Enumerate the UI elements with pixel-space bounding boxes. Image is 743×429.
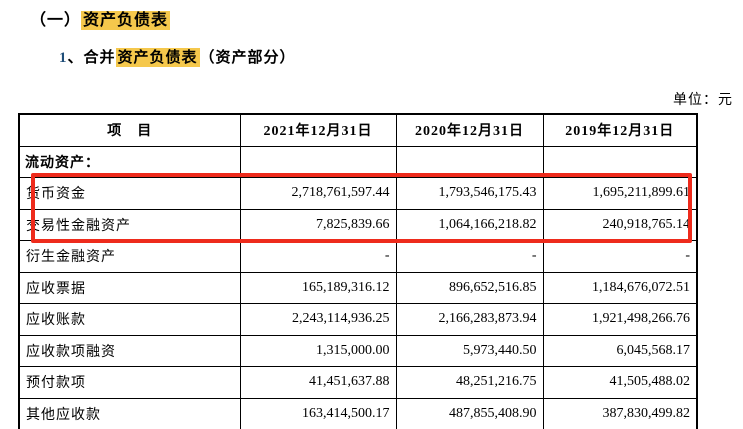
table-cell: 2,718,761,597.44 [239,177,397,210]
row-label: 应收票据 [18,271,241,304]
table-cell [239,145,397,178]
table-cell: - [239,240,397,273]
table-row-derivative-financial-assets: 衍生金融资产 - - - [18,240,698,273]
table-row-prepayments: 预付款项 41,451,637.88 48,251,216.75 41,505,… [18,366,698,399]
header-2019: 2019年12月31日 [542,113,698,147]
subsection-suffix: （资产部分） [199,49,296,66]
table-cell: 2,243,114,936.25 [239,303,397,336]
table-cell: 6,045,568.17 [542,334,698,367]
table-cell [542,145,698,178]
header-2020: 2020年12月31日 [395,113,544,147]
subsection-heading: 1、合并 资产负债表 （资产部分） [59,46,296,67]
table-cell: 165,189,316.12 [239,271,397,304]
header-2021: 2021年12月31日 [239,113,397,147]
table-header-row: 项 目 2021年12月31日 2020年12月31日 2019年12月31日 [18,113,698,147]
section-heading-highlighted-text: 资产负债表 [81,11,171,30]
table-cell: 48,251,216.75 [395,366,544,399]
table-row-other-receivables: 其他应收款 163,414,500.17 487,855,408.90 387,… [18,397,698,429]
table-cell: 41,505,488.02 [542,366,698,399]
subsection-highlighted-text: 资产负债表 [115,48,200,67]
table-row-trading-financial-assets: 交易性金融资产 7,825,839.66 1,064,166,218.82 24… [18,208,698,241]
unit-label: 单位：元 [673,93,733,108]
table-cell: 41,451,637.88 [239,366,397,399]
row-label: 流动资产： [18,145,241,178]
table-row-accounts-receivable: 应收账款 2,243,114,936.25 2,166,283,873.94 1… [18,303,698,336]
table-cell: 1,064,166,218.82 [395,208,544,241]
row-label: 货币资金 [18,177,241,210]
table-row-receivables-financing: 应收款项融资 1,315,000.00 5,973,440.50 6,045,5… [18,334,698,367]
section-heading-prefix: （一） [30,12,82,29]
row-label: 其他应收款 [18,397,241,429]
table-row-current-assets: 流动资产： [18,145,698,178]
table-cell: 1,793,546,175.43 [395,177,544,210]
table-cell: 896,652,516.85 [395,271,544,304]
table-cell [395,145,544,178]
table-row-monetary-funds: 货币资金 2,718,761,597.44 1,793,546,175.43 1… [18,177,698,210]
table-cell: 1,695,211,899.61 [542,177,698,210]
row-label: 交易性金融资产 [18,208,241,241]
row-label: 应收款项融资 [18,334,241,367]
table-cell: 240,918,765.14 [542,208,698,241]
subsection-separator: 、 [67,49,84,66]
table-cell: - [542,240,698,273]
table-cell: 5,973,440.50 [395,334,544,367]
header-item: 项 目 [18,113,241,147]
table-row-notes-receivable: 应收票据 165,189,316.12 896,652,516.85 1,184… [18,271,698,304]
row-label: 预付款项 [18,366,241,399]
subsection-number: 1 [59,50,68,66]
table-cell: 7,825,839.66 [239,208,397,241]
table-cell: 487,855,408.90 [395,397,544,429]
table-cell: 1,921,498,266.76 [542,303,698,336]
table-cell: 387,830,499.82 [542,397,698,429]
table-cell: 163,414,500.17 [239,397,397,429]
balance-sheet-table: 项 目 2021年12月31日 2020年12月31日 2019年12月31日 … [18,113,698,429]
table-cell: 1,184,676,072.51 [542,271,698,304]
section-heading: （一） 资产负债表 [30,6,171,30]
table-cell: 1,315,000.00 [239,334,397,367]
table-cell: - [395,240,544,273]
table-cell: 2,166,283,873.94 [395,303,544,336]
row-label: 衍生金融资产 [18,240,241,273]
subsection-pre-text: 合并 [83,49,116,66]
row-label: 应收账款 [18,303,241,336]
